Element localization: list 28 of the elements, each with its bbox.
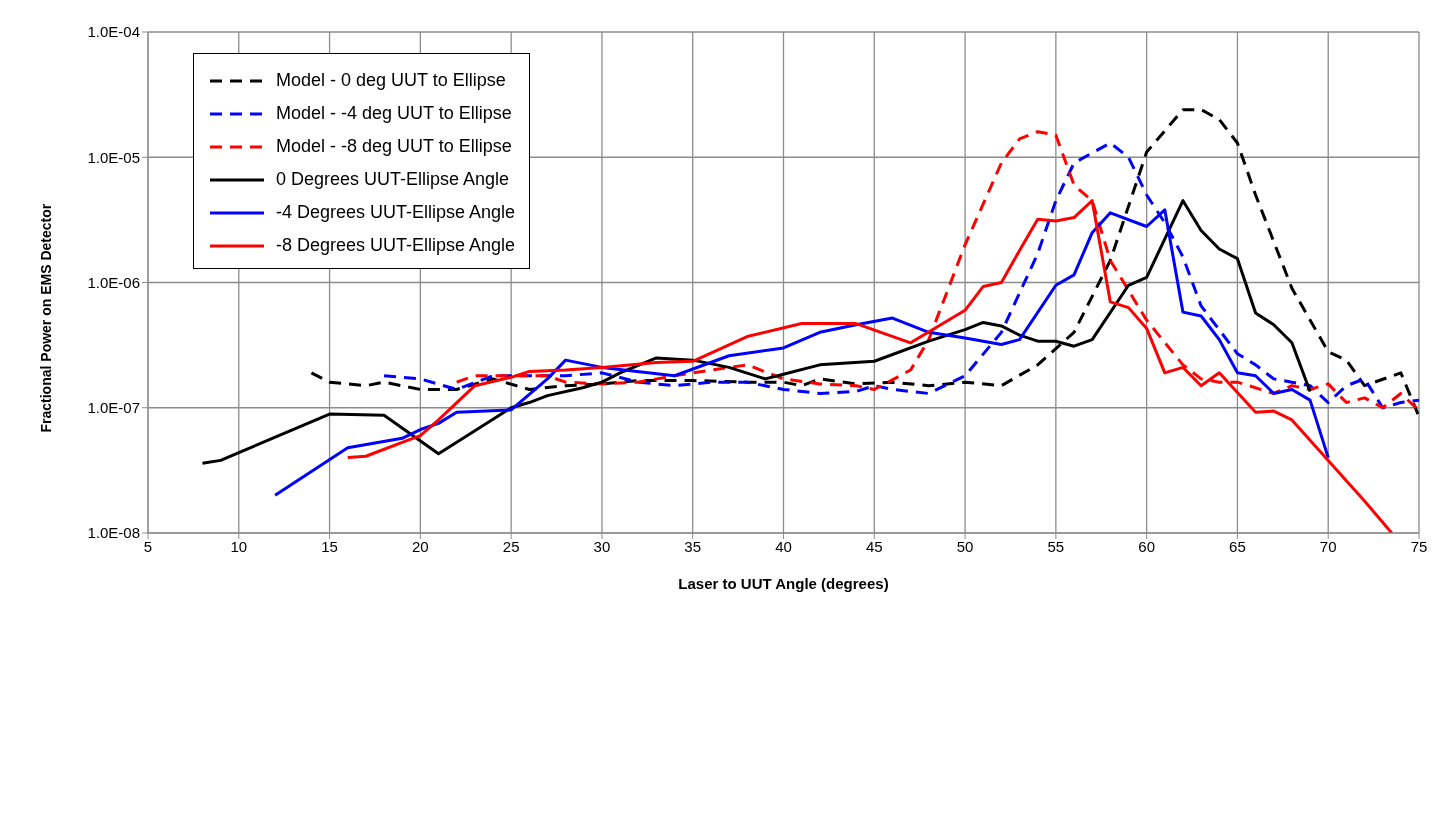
x-tick-label: 75 xyxy=(1410,537,1428,555)
y-tick-label: 1.0E-05 xyxy=(87,148,140,166)
x-tick-label: 70 xyxy=(1319,537,1337,555)
y-tick-label: 1.0E-08 xyxy=(87,524,140,542)
legend-label: 0 Degrees UUT-Ellipse Angle xyxy=(276,169,510,190)
legend-label: -4 Degrees UUT-Ellipse Angle xyxy=(276,202,516,223)
x-tick-label: 40 xyxy=(775,537,792,555)
x-tick-label: 30 xyxy=(593,537,611,555)
y-axis-title: Fractional Power on EMS Detector xyxy=(37,203,54,433)
legend-label: Model - 0 deg UUT to Ellipse xyxy=(276,70,506,91)
x-tick-label: 45 xyxy=(865,537,883,555)
x-tick-label: 20 xyxy=(412,537,429,555)
x-tick-label: 15 xyxy=(321,537,338,555)
y-tick-label: 1.0E-06 xyxy=(87,273,140,291)
legend-label: -8 Degrees UUT-Ellipse Angle xyxy=(276,235,516,256)
y-tick-label: 1.0E-04 xyxy=(87,23,140,41)
legend-label: Model - -4 deg UUT to Ellipse xyxy=(276,103,512,124)
x-tick-label: 60 xyxy=(1138,537,1155,555)
x-tick-label: 35 xyxy=(684,537,702,555)
x-axis-title: Laser to UUT Angle (degrees) xyxy=(678,575,889,592)
x-tick-label: 55 xyxy=(1047,537,1065,555)
x-tick-label: 25 xyxy=(502,537,520,555)
x-tick-label: 50 xyxy=(956,537,974,555)
y-tick-label: 1.0E-07 xyxy=(87,399,140,417)
x-tick-label: 5 xyxy=(143,537,153,555)
x-tick-label: 65 xyxy=(1229,537,1246,555)
legend-label: Model - -8 deg UUT to Ellipse xyxy=(276,136,512,157)
x-tick-label: 10 xyxy=(230,537,248,555)
